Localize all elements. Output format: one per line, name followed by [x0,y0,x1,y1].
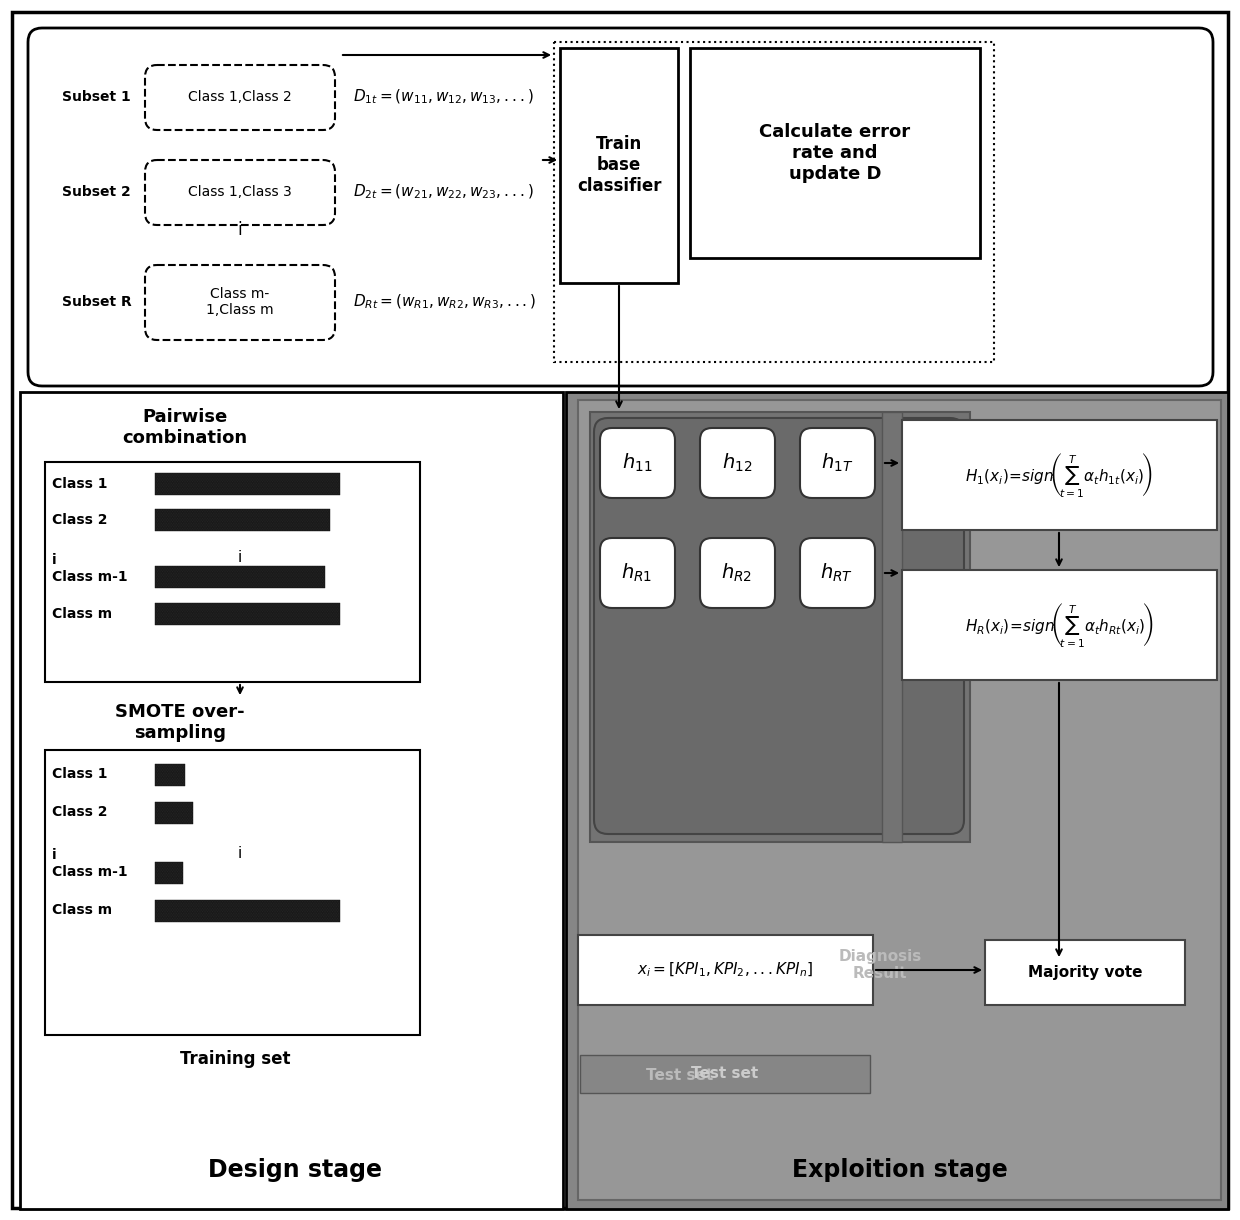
Bar [590,412,970,842]
Text: $h_{11}$: $h_{11}$ [621,451,652,475]
FancyBboxPatch shape [145,265,335,340]
FancyBboxPatch shape [29,28,1213,386]
Text: Train
base
classifier: Train base classifier [577,135,661,195]
FancyBboxPatch shape [145,65,335,131]
FancyBboxPatch shape [600,538,675,608]
Bar [20,392,563,1209]
Text: Class 1,Class 2: Class 1,Class 2 [188,90,291,104]
Bar [901,420,1216,529]
FancyBboxPatch shape [701,538,775,608]
Bar [689,48,980,257]
Bar [578,935,873,1005]
Text: Subset R: Subset R [62,295,131,309]
Bar [882,412,901,842]
Text: Exploition stage: Exploition stage [792,1158,1008,1182]
Bar [45,750,420,1035]
Text: Test set: Test set [692,1066,759,1081]
Text: Class m: Class m [52,903,112,917]
Bar [554,41,994,362]
Bar [578,400,1221,1200]
FancyBboxPatch shape [800,538,875,608]
Text: Class m-1: Class m-1 [52,570,128,584]
Text: $x_i = [KPI_1, KPI_2,...KPI_n]$: $x_i = [KPI_1, KPI_2,...KPI_n]$ [637,961,813,980]
Bar [580,1055,870,1093]
Bar [155,802,193,824]
Text: Subset 1: Subset 1 [62,90,130,104]
Text: Calculate error
rate and
update D: Calculate error rate and update D [759,123,910,183]
Text: Design stage: Design stage [208,1158,382,1182]
Text: Class 1: Class 1 [52,477,108,490]
Bar [155,566,325,588]
Text: $H_R(x_i)\!=\!sign\!\left(\!\sum_{t=1}^{T}\alpha_t h_{Rt}(x_i)\!\right)$: $H_R(x_i)\!=\!sign\!\left(\!\sum_{t=1}^{… [965,601,1153,649]
Bar [155,900,340,922]
Text: Subset 2: Subset 2 [62,185,130,199]
Text: SMOTE over-
sampling: SMOTE over- sampling [115,703,244,742]
Bar [155,509,330,531]
Bar [155,603,340,625]
Text: Class 2: Class 2 [52,805,108,819]
Bar [155,764,185,786]
Bar [985,939,1185,1005]
Text: $h_{12}$: $h_{12}$ [722,451,753,475]
Text: $h_{R1}$: $h_{R1}$ [621,562,652,584]
FancyBboxPatch shape [145,160,335,224]
FancyBboxPatch shape [600,428,675,498]
Bar [155,863,184,884]
Text: $D_{2t}=(w_{21},w_{22},w_{23},...)$: $D_{2t}=(w_{21},w_{22},w_{23},...)$ [353,183,534,201]
Text: i: i [238,550,242,566]
FancyBboxPatch shape [800,428,875,498]
Text: $H_1(x_i)\!=\!sign\!\left(\!\sum_{t=1}^{T}\alpha_t h_{1t}(x_i)\!\right)$: $H_1(x_i)\!=\!sign\!\left(\!\sum_{t=1}^{… [966,451,1153,499]
Text: Pairwise
combination: Pairwise combination [123,407,248,447]
Text: $D_{1t}=(w_{11},w_{12},w_{13},...)$: $D_{1t}=(w_{11},w_{12},w_{13},...)$ [353,88,534,106]
Text: Class 2: Class 2 [52,512,108,527]
FancyBboxPatch shape [594,418,963,834]
Text: i: i [52,848,57,863]
Bar [155,473,340,495]
Bar [45,462,420,682]
Text: $h_{1T}$: $h_{1T}$ [821,451,853,475]
Text: $h_{R2}$: $h_{R2}$ [722,562,753,584]
Bar [560,48,678,283]
Bar [565,392,1228,1209]
Text: Class m: Class m [52,608,112,621]
Text: Class 1,Class 3: Class 1,Class 3 [188,185,291,199]
Text: i: i [52,553,57,567]
Text: i: i [238,845,242,860]
Text: Diagnosis
Result: Diagnosis Result [838,949,921,981]
Text: Class m-1: Class m-1 [52,865,128,878]
Text: $D_{Rt}=(w_{R1},w_{R2},w_{R3},...)$: $D_{Rt}=(w_{R1},w_{R2},w_{R3},...)$ [353,293,537,311]
Text: Class 1: Class 1 [52,767,108,781]
Text: Training set: Training set [180,1050,290,1068]
Text: Test set: Test set [646,1068,714,1082]
Text: $h_{RT}$: $h_{RT}$ [821,562,853,584]
Text: Class m-
1,Class m: Class m- 1,Class m [206,287,274,317]
Text: i: i [238,221,242,239]
FancyBboxPatch shape [701,428,775,498]
Bar [901,570,1216,680]
Text: Majority vote: Majority vote [1028,965,1142,980]
